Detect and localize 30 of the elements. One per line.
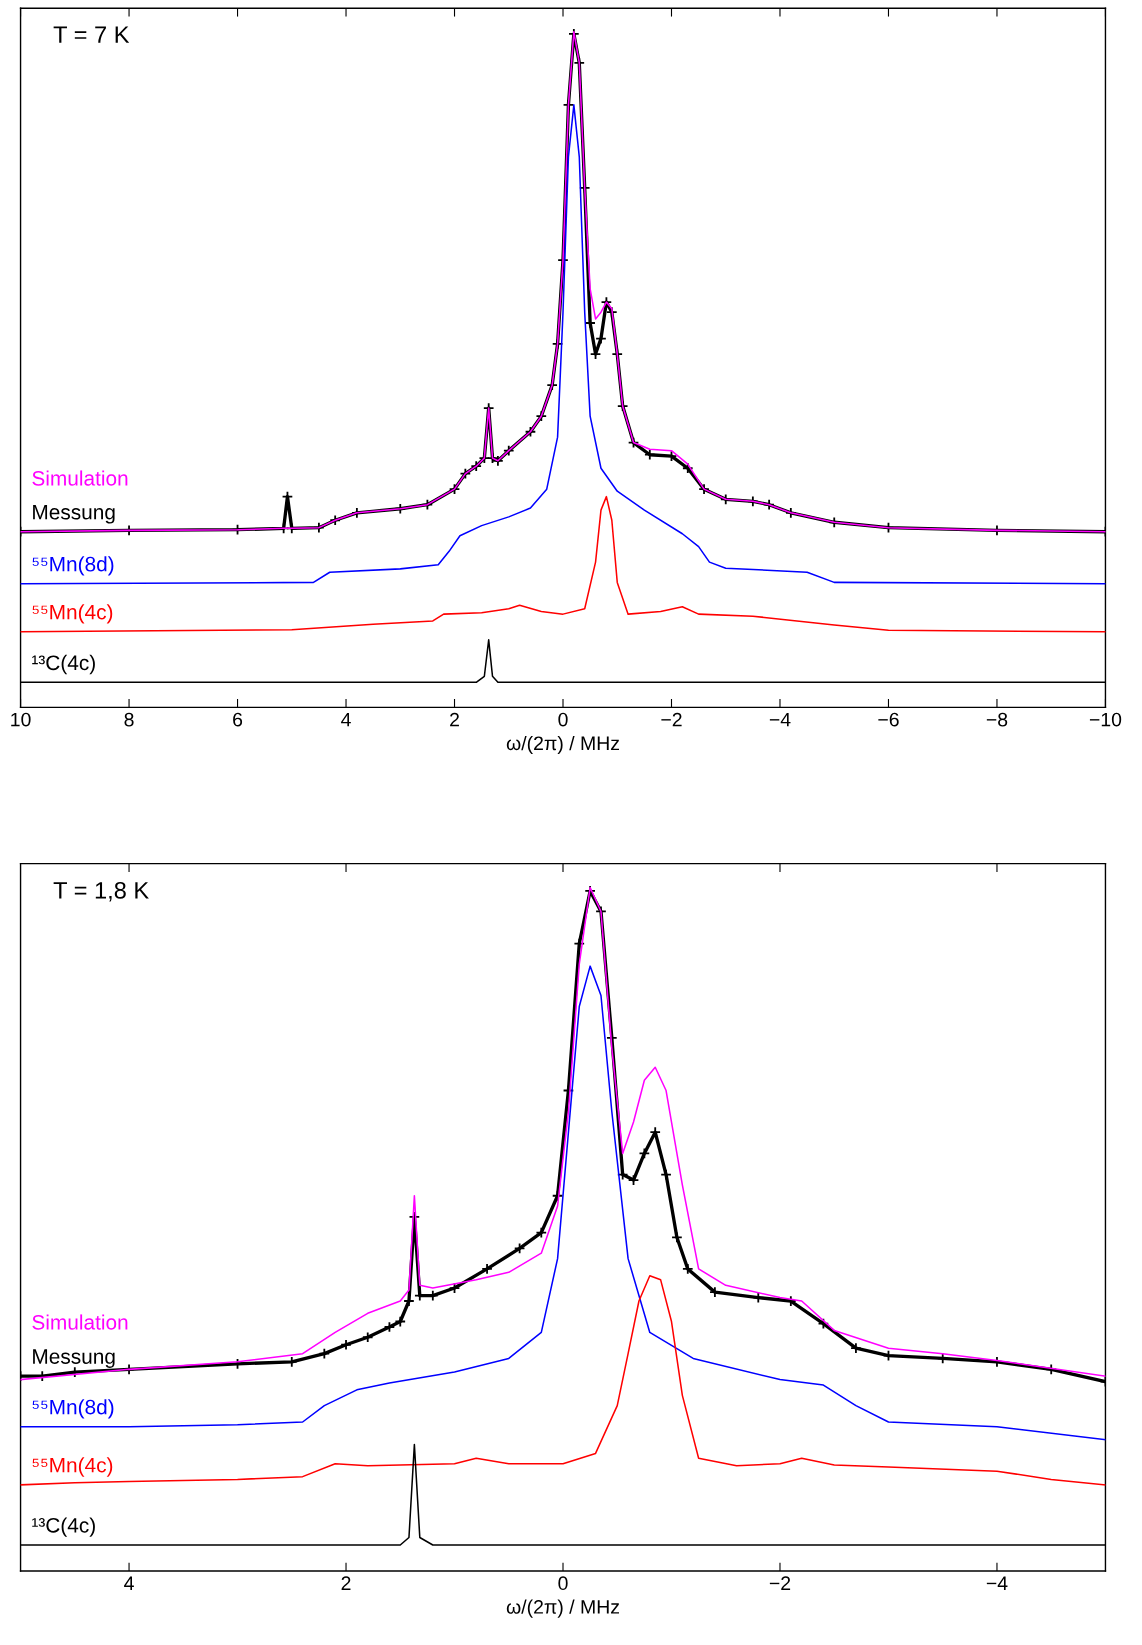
x-tick-label: −4 — [769, 712, 791, 727]
x-tick-label: 10 — [11, 712, 31, 727]
x-tick-label: −10 — [1089, 712, 1122, 727]
x-tick-label: 8 — [124, 712, 134, 727]
x-tick-label: −2 — [769, 1576, 791, 1590]
x-tick-label: −8 — [986, 712, 1008, 727]
x-tick-label: 4 — [341, 712, 351, 727]
series-label: Simulation — [32, 1314, 128, 1330]
x-tick-label: 4 — [124, 1576, 134, 1590]
series-label: ⁵⁵Mn(8d) — [32, 556, 114, 576]
series-label: ⁵⁵Mn(8d) — [32, 1399, 114, 1419]
annotation: T = 1,8 K — [53, 881, 149, 902]
series-label: ¹³C(4c) — [32, 654, 95, 675]
x-tick-label: 6 — [233, 712, 243, 727]
series-label: ¹³C(4c) — [32, 1517, 95, 1537]
x-axis-title: ω/(2π) / MHz — [506, 1599, 619, 1618]
series-label: ⁵⁵Mn(4c) — [32, 1457, 113, 1477]
x-axis-title: ω/(2π) / MHz — [506, 735, 619, 755]
series-label: Messung — [33, 504, 115, 524]
text: Simulation — [32, 470, 128, 486]
x-tick-label: 2 — [341, 1576, 351, 1590]
series-label: ⁵⁵Mn(4c) — [32, 604, 113, 624]
annotation: T = 7 K — [53, 26, 130, 43]
x-tick-label: 2 — [450, 712, 459, 727]
x-tick-label: 0 — [558, 1576, 568, 1591]
x-tick-label: −4 — [986, 1576, 1008, 1590]
series-label: Messung — [33, 1349, 115, 1368]
x-tick-label: −6 — [878, 712, 899, 727]
x-tick-label: 0 — [558, 712, 568, 727]
x-tick-label: −2 — [661, 712, 682, 727]
